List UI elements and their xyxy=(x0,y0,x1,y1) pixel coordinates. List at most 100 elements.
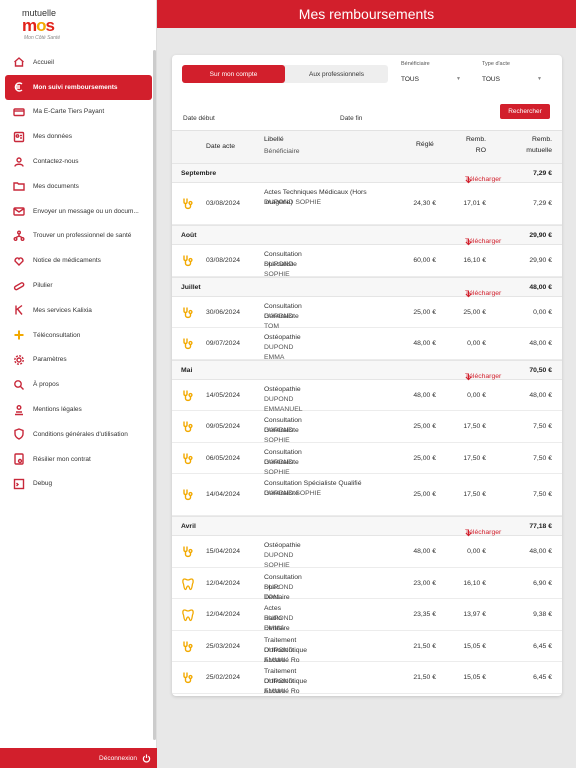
sidebar-item-mes-donn-es[interactable]: Mes données xyxy=(0,124,157,149)
tooth-icon xyxy=(181,608,195,622)
row-remb-ro: 16,10 € xyxy=(463,257,486,264)
row-date: 12/04/2024 xyxy=(206,579,241,587)
type-acte-value: TOUS xyxy=(482,76,500,83)
type-acte-label: Type d'acte xyxy=(482,61,510,67)
sidebar-item-label: Mon suivi remboursements xyxy=(33,83,118,91)
pill-notice-icon xyxy=(13,255,25,267)
sidebar-item-mentions-l-gales[interactable]: Mentions légales xyxy=(0,397,157,422)
power-icon xyxy=(142,753,151,762)
table-header: Date acte Libellé Bénéficiaire Réglé Rem… xyxy=(172,130,562,163)
search-button[interactable]: Rechercher xyxy=(500,104,550,119)
logout-button[interactable]: Déconnexion xyxy=(0,748,157,768)
sidebar-item-param-tres[interactable]: Paramètres xyxy=(0,348,157,373)
month-name: Avril xyxy=(181,523,196,530)
row-remb-mutuelle: 48,00 € xyxy=(529,391,552,399)
download-icon xyxy=(465,373,477,382)
row-remb-ro: 0,00 € xyxy=(467,391,486,399)
tab-professionals[interactable]: Aux professionnels xyxy=(309,70,364,78)
sidebar-item-r-silier-mon-contrat[interactable]: Résilier mon contrat xyxy=(0,447,157,472)
page-title: Mes remboursements xyxy=(298,6,435,22)
sidebar-item-mon-suivi-remboursements[interactable]: Mon suivi remboursements xyxy=(5,74,152,100)
sidebar-item-label: Ma E-Carte Tiers Payant xyxy=(33,108,105,116)
row-remb-ro: 25,00 € xyxy=(463,308,486,316)
col-remb-ro-1: Remb. xyxy=(465,136,486,143)
beneficiaire-select[interactable]: Bénéficiaire TOUS ▼ xyxy=(401,61,461,83)
sidebar-item-accueil[interactable]: Accueil xyxy=(0,50,157,75)
table-row[interactable]: 12/04/2024 Consultation Spéc Dentaire DUPO… xyxy=(172,568,562,601)
logout-label: Déconnexion xyxy=(99,754,137,762)
download-label: Télécharger xyxy=(465,289,502,297)
stethoscope-icon xyxy=(181,197,195,211)
download-icon xyxy=(465,238,477,247)
download-label: Télécharger xyxy=(465,372,502,380)
sidebar-item-label: Mes services Kalixia xyxy=(33,306,92,314)
date-fin-field[interactable]: Date fin xyxy=(340,115,363,122)
table-row[interactable]: 09/07/2024 Ostéopathie DUPOND EMMA 48,00 €0… xyxy=(172,328,562,361)
sidebar-item-t-l-consultation[interactable]: Téléconsultation xyxy=(0,323,157,348)
table-row[interactable]: 15/04/2024 Ostéopathie DUPOND SOPHIE 48,00 … xyxy=(172,536,562,569)
sidebar-item-mes-documents[interactable]: Mes documents xyxy=(0,174,157,199)
mail-icon xyxy=(13,205,25,217)
row-regle: 25,00 € xyxy=(413,423,436,430)
sidebar-item-contactez-nous[interactable]: Contactez-nous xyxy=(0,149,157,174)
row-remb-mutuelle: 6,45 € xyxy=(533,674,552,681)
type-acte-select[interactable]: Type d'acte TOUS ▼ xyxy=(482,61,542,83)
sidebar-item-ma-e-carte-tiers-payant[interactable]: Ma E-Carte Tiers Payant xyxy=(0,100,157,125)
sidebar-item-conditions-g-n-rales-d-utilisation[interactable]: Conditions générales d'utilisation xyxy=(0,422,157,447)
table-row[interactable]: 30/06/2024 Consultation Généraliste DUPOND… xyxy=(172,297,562,330)
filters-panel: Sur mon compte Aux professionnels Bénéfi… xyxy=(172,55,562,130)
sidebar-item-label: Debug xyxy=(33,480,53,488)
row-regle: 21,50 € xyxy=(413,674,436,681)
table-row[interactable]: 03/08/2024 Consultation Spécialiste DUPOND… xyxy=(172,245,562,278)
tab-own-account[interactable]: Sur mon compte xyxy=(182,65,285,83)
table-row[interactable]: 14/04/2024 Consultation Spécialiste Quali… xyxy=(172,474,562,516)
row-remb-mutuelle: 0,00 € xyxy=(533,308,552,316)
table-row[interactable]: 25/02/2024 Traitement Orthodontique Accor… xyxy=(172,662,562,695)
sidebar-item-label: À propos xyxy=(33,381,60,389)
sidebar-item-notice-de-m-dicaments[interactable]: Notice de médicaments xyxy=(0,248,157,273)
logo-line1: mutuelle xyxy=(22,8,57,18)
row-remb-mutuelle: 29,90 € xyxy=(529,257,552,264)
sidebar-item-label: Envoyer un message ou un docum... xyxy=(33,207,139,215)
tooth-icon xyxy=(181,577,195,591)
col-libelle: Libellé xyxy=(264,136,284,143)
contact-icon xyxy=(13,156,25,168)
row-date: 14/05/2024 xyxy=(206,391,241,399)
table-row[interactable]: 03/08/2024 Actes Techniques Médicaux (Hor… xyxy=(172,183,562,225)
sidebar-item-envoyer-un-message-ou-un-docum[interactable]: Envoyer un message ou un docum... xyxy=(0,199,157,224)
chevron-down-icon: ▼ xyxy=(456,76,461,82)
row-date: 25/03/2024 xyxy=(206,642,241,650)
sidebar-item-pilulier[interactable]: Pilulier xyxy=(0,273,157,298)
row-date: 03/08/2024 xyxy=(206,257,241,264)
stethoscope-icon xyxy=(181,420,195,434)
download-label: Télécharger xyxy=(465,529,502,536)
download-label: Télécharger xyxy=(465,176,502,183)
stethoscope-icon xyxy=(181,488,195,502)
row-regle: 25,00 € xyxy=(413,491,436,498)
sidebar-scrollbar[interactable] xyxy=(153,50,156,740)
reimbursements-card: Sur mon compte Aux professionnels Bénéfi… xyxy=(172,55,562,696)
row-remb-ro: 17,50 € xyxy=(463,491,486,498)
row-regle: 24,30 € xyxy=(413,200,436,207)
row-regle: 48,00 € xyxy=(413,340,436,347)
row-remb-mutuelle: 7,29 € xyxy=(533,200,552,207)
row-remb-ro: 17,01 € xyxy=(463,200,486,207)
sidebar-item-label: Paramètres xyxy=(33,356,67,364)
month-total: 70,50 € xyxy=(529,366,552,374)
table-row[interactable]: 09/05/2024 Consultation Généraliste DUPOND… xyxy=(172,411,562,444)
sidebar-item-propos[interactable]: À propos xyxy=(0,372,157,397)
date-debut-field[interactable]: Date début xyxy=(183,115,215,122)
row-date: 09/07/2024 xyxy=(206,340,241,347)
month-name: Août xyxy=(181,232,197,239)
table-row[interactable]: 25/03/2024 Traitement Orthodontique Accor… xyxy=(172,631,562,664)
sidebar-item-label: Pilulier xyxy=(33,282,53,290)
sidebar-item-trouver-un-professionnel-de-sant[interactable]: Trouver un professionnel de santé xyxy=(0,224,157,249)
row-libelle: Consultation Spécialiste Qualifié Généra… xyxy=(264,480,362,497)
sidebar-item-debug[interactable]: Debug xyxy=(0,472,157,497)
sidebar-item-mes-services-kalixia[interactable]: Mes services Kalixia xyxy=(0,298,157,323)
table-row[interactable]: 14/05/2024 Ostéopathie DUPOND EMMANUEL 48,0… xyxy=(172,380,562,413)
download-icon xyxy=(465,176,477,185)
user-data-icon xyxy=(13,131,25,143)
table-row[interactable]: 06/05/2024 Consultation Généraliste DUPOND… xyxy=(172,443,562,476)
table-row[interactable]: 12/04/2024 Actes Radio Dentaire DUPOND EMM… xyxy=(172,599,562,632)
